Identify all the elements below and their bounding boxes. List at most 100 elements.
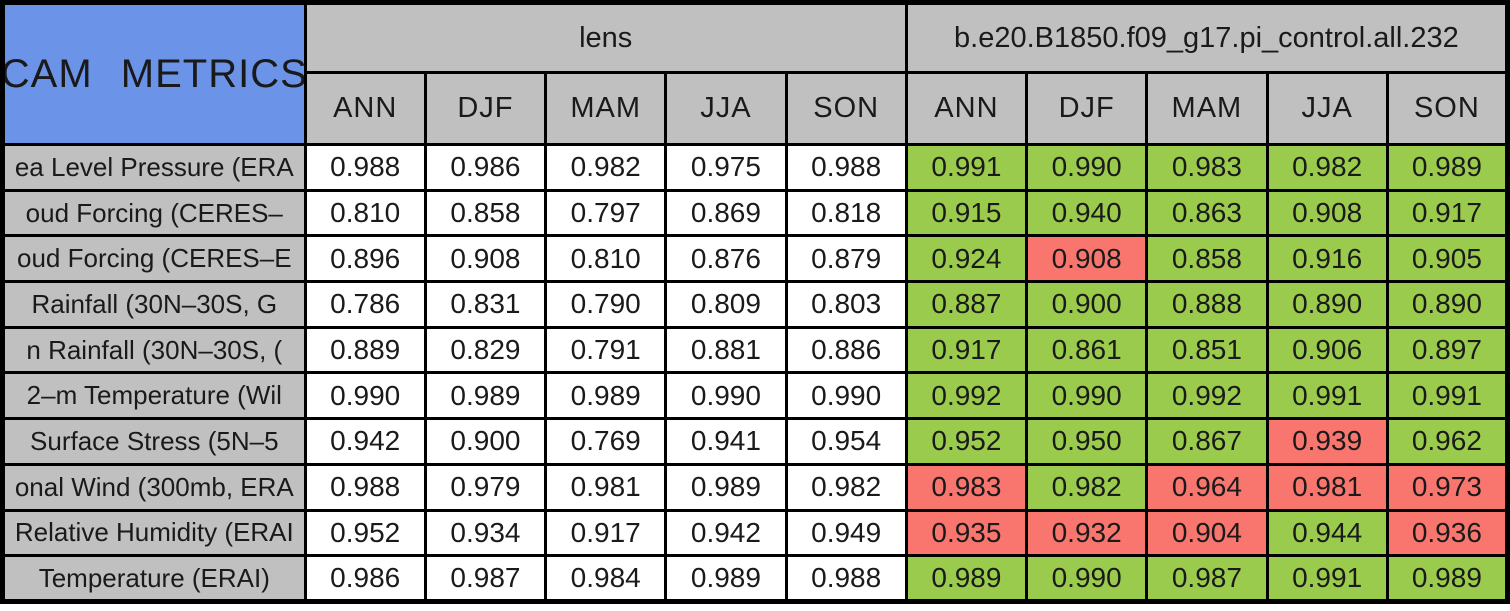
lens-value-cell: 0.829 <box>423 325 548 375</box>
control-value-cell: 0.924 <box>904 234 1029 284</box>
group-header-control-run: b.e20.B1850.f09_g17.pi_control.all.232 <box>904 1 1510 74</box>
row-label-cell: oud Forcing (CERES–E <box>1 234 307 284</box>
lens-value-cell: 0.886 <box>784 325 908 375</box>
lens-value-cell: 0.810 <box>544 234 668 284</box>
lens-value-cell: 0.934 <box>423 508 548 558</box>
control-value-cell: 0.851 <box>1145 325 1269 375</box>
season-header-control-mam: MAM <box>1145 71 1269 146</box>
lens-value-cell: 0.810 <box>303 188 427 238</box>
control-value-cell: 0.867 <box>1145 417 1269 466</box>
season-header-control-ann: ANN <box>904 71 1029 146</box>
lens-value-cell: 0.803 <box>784 280 908 329</box>
control-value-cell: 0.989 <box>904 554 1029 603</box>
lens-value-cell: 0.791 <box>544 325 668 375</box>
row-label: Relative Humidity (ERAI <box>14 517 294 548</box>
lens-value-cell: 0.990 <box>784 371 908 421</box>
control-value-cell: 0.989 <box>1385 554 1510 603</box>
lens-value-cell: 0.942 <box>664 508 788 558</box>
lens-value-cell: 0.990 <box>303 371 427 421</box>
table-row: onal Wind (300mb, ERA 0.988 0.979 0.981 0.98… <box>1 462 1510 512</box>
row-label-cell: onal Wind (300mb, ERA <box>1 462 307 512</box>
row-label: Surface Stress (5N–5 <box>30 425 279 456</box>
control-value-cell: 0.950 <box>1025 417 1149 466</box>
control-value-cell: 0.858 <box>1145 234 1269 284</box>
lens-value-cell: 0.831 <box>423 280 548 329</box>
season-header-control-djf: DJF <box>1025 71 1149 146</box>
season-header-row: ANN DJF MAM JJA SON ANN DJF MAM JJA SON <box>3 71 1510 146</box>
control-value-cell: 0.904 <box>1145 508 1269 558</box>
control-value-cell: 0.964 <box>1145 462 1269 512</box>
row-label: oud Forcing (CERES– <box>25 197 283 228</box>
control-value-cell: 0.935 <box>904 508 1029 558</box>
control-value-cell: 0.940 <box>1025 188 1149 238</box>
row-label-cell: oud Forcing (CERES– <box>1 188 307 238</box>
lens-value-cell: 0.876 <box>664 234 788 284</box>
table-row: Rainfall (30N–30S, G 0.786 0.831 0.790 0.809… <box>1 280 1510 329</box>
control-value-cell: 0.939 <box>1265 417 1389 466</box>
control-value-cell: 0.888 <box>1145 280 1269 329</box>
control-value-cell: 0.989 <box>1385 143 1510 192</box>
lens-value-cell: 0.917 <box>544 508 668 558</box>
lens-value-cell: 0.949 <box>784 508 908 558</box>
row-label: 2–m Temperature (Wil <box>26 380 282 411</box>
lens-value-cell: 0.809 <box>664 280 788 329</box>
lens-value-cell: 0.889 <box>303 325 427 375</box>
lens-value-cell: 0.858 <box>423 188 548 238</box>
lens-value-cell: 0.908 <box>423 234 548 284</box>
control-value-cell: 0.962 <box>1385 417 1510 466</box>
lens-value-cell: 0.896 <box>303 234 427 284</box>
control-value-cell: 0.981 <box>1265 462 1389 512</box>
table-header: CAM METRICS lens b.e20.B1850.f09_g17.pi_… <box>1 1 1510 146</box>
table-row: n Rainfall (30N–30S, ( 0.889 0.829 0.791 0.8… <box>1 325 1510 375</box>
control-value-cell: 0.982 <box>1265 143 1389 192</box>
control-value-cell: 0.983 <box>1145 143 1269 192</box>
lens-value-cell: 0.989 <box>544 371 668 421</box>
control-value-cell: 0.900 <box>1025 280 1149 329</box>
control-value-cell: 0.917 <box>904 325 1029 375</box>
control-value-cell: 0.992 <box>1145 371 1269 421</box>
lens-value-cell: 0.979 <box>423 462 548 512</box>
control-value-cell: 0.991 <box>1265 371 1389 421</box>
lens-value-cell: 0.975 <box>664 143 788 192</box>
group-header-row: CAM METRICS lens b.e20.B1850.f09_g17.pi_… <box>1 1 1510 146</box>
season-header-lens-son: SON <box>784 71 908 146</box>
control-value-cell: 0.987 <box>1145 554 1269 603</box>
control-value-cell: 0.861 <box>1025 325 1149 375</box>
season-header-control-jja: JJA <box>1265 71 1389 146</box>
season-header-lens-djf: DJF <box>423 71 548 146</box>
control-value-cell: 0.863 <box>1145 188 1269 238</box>
control-value-cell: 0.991 <box>904 143 1029 192</box>
control-value-cell: 0.915 <box>904 188 1029 238</box>
row-label-cell: Temperature (ERAI) <box>1 554 307 603</box>
control-value-cell: 0.944 <box>1265 508 1389 558</box>
row-label-cell: Rainfall (30N–30S, G <box>1 280 307 329</box>
table-body: ea Level Pressure (ERA 0.988 0.986 0.982 0.9… <box>1 143 1510 603</box>
lens-value-cell: 0.986 <box>303 554 427 603</box>
lens-value-cell: 0.984 <box>544 554 668 603</box>
group-label-lens: lens <box>579 21 633 54</box>
row-label: n Rainfall (30N–30S, ( <box>26 334 283 365</box>
group-header-lens: lens <box>303 1 908 74</box>
control-value-cell: 0.991 <box>1385 371 1510 421</box>
control-value-cell: 0.932 <box>1025 508 1149 558</box>
control-value-cell: 0.916 <box>1265 234 1389 284</box>
control-value-cell: 0.917 <box>1385 188 1510 238</box>
control-value-cell: 0.890 <box>1265 280 1389 329</box>
control-value-cell: 0.990 <box>1025 143 1149 192</box>
lens-value-cell: 0.769 <box>544 417 668 466</box>
control-value-cell: 0.982 <box>1025 462 1149 512</box>
lens-value-cell: 0.952 <box>303 508 427 558</box>
row-label-cell: Relative Humidity (ERAI <box>1 508 307 558</box>
row-label: oud Forcing (CERES–E <box>17 243 292 274</box>
season-header-lens-jja: JJA <box>664 71 788 146</box>
lens-value-cell: 0.879 <box>784 234 908 284</box>
lens-value-cell: 0.989 <box>664 462 788 512</box>
control-value-cell: 0.973 <box>1385 462 1510 512</box>
table-title-cell: CAM METRICS <box>1 1 307 146</box>
table-row: oud Forcing (CERES–E 0.896 0.908 0.810 0.876… <box>1 234 1510 284</box>
row-label: Temperature (ERAI) <box>38 562 270 593</box>
lens-value-cell: 0.786 <box>303 280 427 329</box>
table-row: ea Level Pressure (ERA 0.988 0.986 0.982 0.9… <box>1 143 1510 192</box>
